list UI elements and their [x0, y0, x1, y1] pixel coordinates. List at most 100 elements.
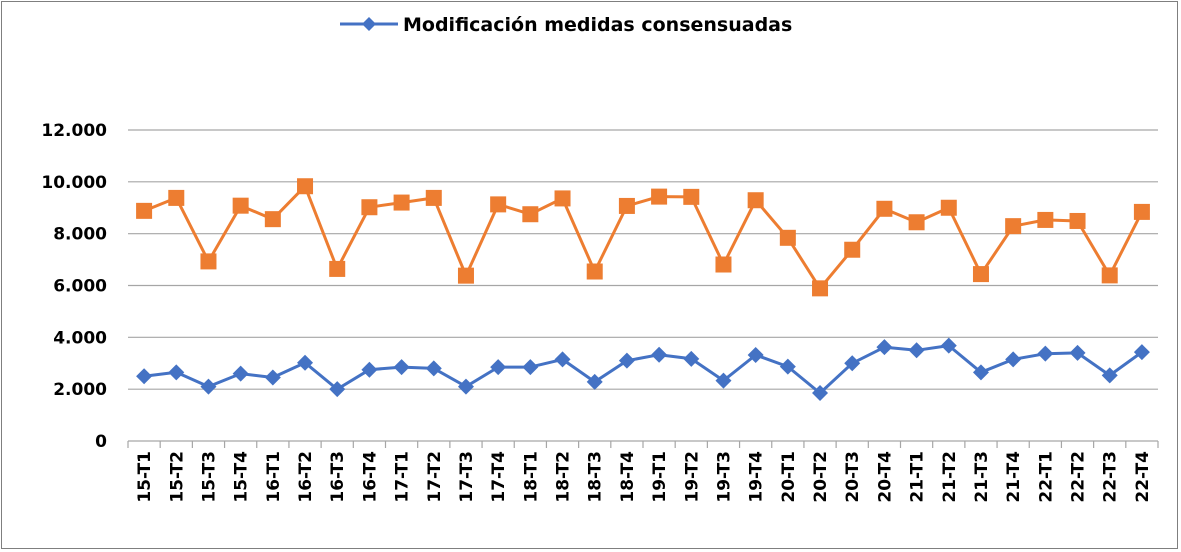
x-tick-label: 18-T2	[554, 451, 574, 503]
data-point	[779, 229, 796, 246]
data-point	[1069, 212, 1086, 229]
data-point	[812, 280, 829, 297]
data-point	[457, 378, 474, 395]
x-tick-label: 21-T1	[908, 451, 928, 503]
x-tick-label: 21-T4	[1004, 451, 1024, 503]
data-point	[1101, 367, 1118, 384]
x-tick-label: 15-T3	[199, 451, 219, 503]
x-tick-label: 16-T1	[264, 451, 284, 503]
data-point	[812, 385, 829, 402]
data-point	[908, 214, 925, 231]
data-point	[747, 346, 764, 363]
data-point	[361, 361, 378, 378]
x-tick-label: 22-T4	[1133, 451, 1153, 503]
series-line	[143, 184, 1144, 290]
y-tick-label: 10.000	[41, 173, 107, 193]
x-tick-label: 18-T1	[521, 451, 541, 503]
x-tick-label: 20-T3	[843, 451, 863, 503]
x-tick-label: 18-T4	[618, 451, 638, 503]
data-point	[844, 241, 861, 258]
data-point	[297, 354, 314, 371]
series-1	[136, 178, 1150, 297]
y-tick-label: 0	[95, 432, 107, 452]
data-point	[393, 194, 410, 211]
data-point	[168, 364, 185, 381]
x-tick-label: 16-T2	[296, 451, 316, 503]
x-tick-label: 15-T1	[135, 451, 155, 503]
x-tick-label: 22-T2	[1069, 451, 1089, 503]
data-point	[747, 192, 764, 209]
data-point	[232, 197, 249, 214]
x-tick-label: 18-T3	[586, 451, 606, 503]
x-tick-label: 19-T3	[714, 451, 734, 503]
x-tick-label: 21-T2	[940, 451, 960, 503]
x-tick-label: 22-T3	[1101, 451, 1121, 503]
data-point	[554, 351, 571, 368]
data-point	[425, 189, 442, 206]
data-point	[586, 263, 603, 280]
data-point	[200, 378, 217, 395]
data-point	[683, 188, 700, 205]
data-point	[522, 359, 539, 376]
x-tick-label: 16-T4	[360, 451, 380, 503]
data-point	[1005, 218, 1022, 235]
data-point	[1069, 344, 1086, 361]
data-point	[232, 365, 249, 382]
y-tick-label: 6.000	[53, 277, 107, 297]
data-point	[683, 350, 700, 367]
data-point	[876, 339, 893, 356]
legend: Modificación medidas consensuadas	[340, 14, 792, 36]
y-tick-label: 12.000	[41, 121, 107, 141]
data-point	[425, 360, 442, 377]
x-tick-label: 16-T3	[328, 451, 348, 503]
x-tick-label: 17-T2	[425, 451, 445, 503]
x-tick-label: 20-T1	[779, 451, 799, 503]
data-point	[1005, 351, 1022, 368]
data-point	[651, 188, 668, 205]
data-point	[779, 358, 796, 375]
x-tick-label: 19-T2	[682, 451, 702, 503]
data-point	[554, 190, 571, 207]
x-tick-label: 22-T1	[1036, 451, 1056, 503]
data-point	[1133, 344, 1150, 361]
series-line	[143, 344, 1143, 395]
y-tick-label: 4.000	[53, 328, 107, 348]
legend-diamond-marker	[362, 17, 376, 31]
data-point	[586, 373, 603, 390]
data-point	[972, 364, 989, 381]
data-point	[1133, 203, 1150, 220]
data-point	[715, 372, 732, 389]
data-point	[136, 202, 153, 219]
data-point	[297, 178, 314, 195]
data-point	[940, 199, 957, 216]
y-tick-label: 2.000	[53, 380, 107, 400]
x-tick-label: 21-T3	[972, 451, 992, 503]
data-point	[876, 200, 893, 217]
data-point	[1037, 345, 1054, 362]
data-point	[168, 189, 185, 206]
data-point	[200, 253, 217, 270]
data-point	[457, 267, 474, 284]
x-tick-label: 17-T1	[393, 451, 413, 503]
data-point	[651, 346, 668, 363]
x-tick-label: 19-T4	[747, 451, 767, 503]
data-point	[393, 359, 410, 376]
data-point	[908, 342, 925, 359]
x-tick-label: 20-T4	[875, 451, 895, 503]
data-point	[844, 355, 861, 372]
series-0	[136, 337, 1150, 402]
data-point	[329, 260, 346, 277]
data-point	[1037, 211, 1054, 228]
data-point	[136, 368, 153, 385]
x-tick-label: 17-T3	[457, 451, 477, 503]
data-point	[490, 359, 507, 376]
data-point	[715, 256, 732, 273]
x-tick-label: 19-T1	[650, 451, 670, 503]
data-point	[618, 197, 635, 214]
data-point	[972, 266, 989, 283]
data-point	[490, 196, 507, 213]
data-point	[264, 369, 281, 386]
data-point	[1101, 267, 1118, 284]
x-tick-label: 15-T4	[232, 451, 252, 503]
